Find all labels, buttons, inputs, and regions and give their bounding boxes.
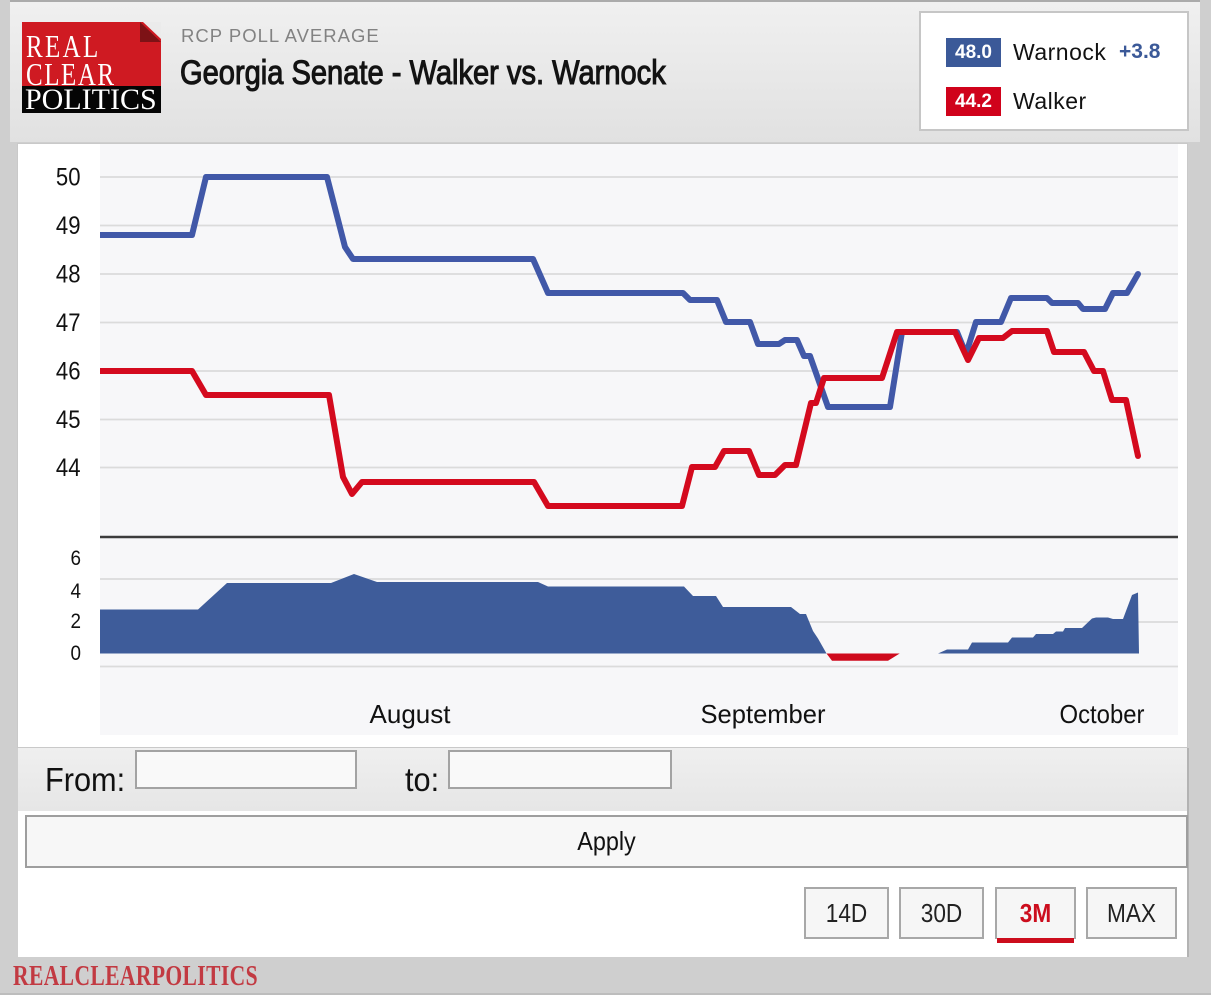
svg-text:6: 6 (71, 547, 82, 570)
svg-text:47: 47 (56, 309, 81, 337)
svg-text:46: 46 (56, 358, 81, 386)
svg-text:2: 2 (71, 610, 82, 633)
svg-text:0: 0 (71, 642, 82, 665)
svg-text:49: 49 (56, 212, 81, 240)
svg-text:August: August (370, 699, 452, 729)
svg-text:September: September (701, 699, 826, 729)
svg-text:45: 45 (56, 406, 81, 434)
svg-text:4: 4 (71, 580, 82, 603)
svg-text:44: 44 (56, 454, 81, 482)
svg-text:48: 48 (56, 261, 81, 289)
svg-text:50: 50 (56, 164, 81, 192)
svg-text:October: October (1060, 699, 1145, 729)
